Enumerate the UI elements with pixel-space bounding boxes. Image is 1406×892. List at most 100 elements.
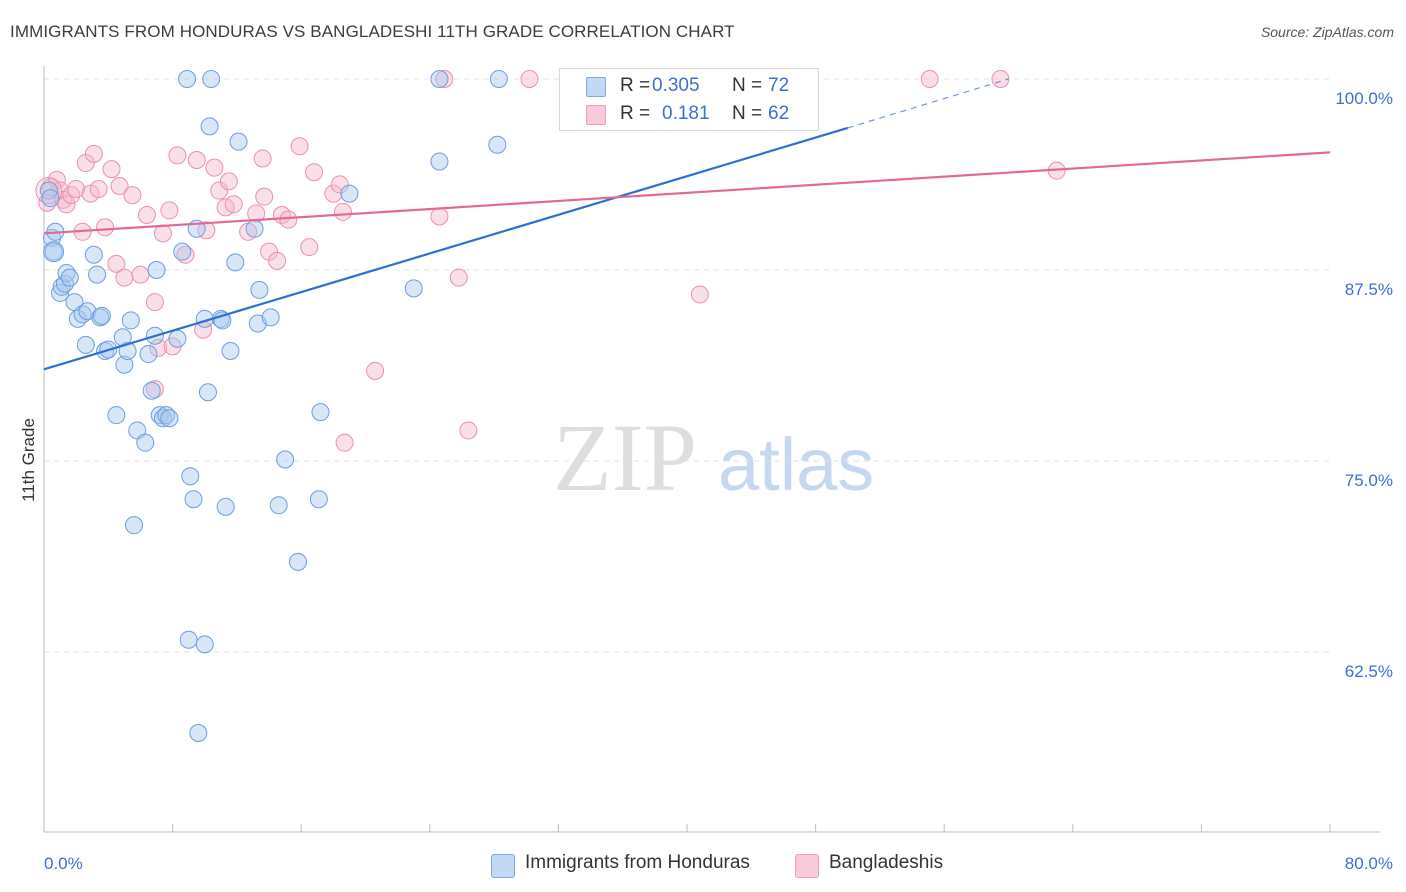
bangladeshis-point xyxy=(107,254,126,273)
honduras-point xyxy=(73,305,92,324)
honduras-point xyxy=(488,135,507,154)
honduras-point xyxy=(269,496,288,515)
honduras-point xyxy=(226,253,245,272)
bangladeshis-point xyxy=(435,70,454,88)
honduras-trend-line xyxy=(43,126,849,371)
bangladeshis-point xyxy=(324,184,343,203)
bangladeshis-point xyxy=(290,137,309,156)
bangladeshis-point xyxy=(84,144,103,163)
stats-legend: R = 0.305 N = 72 R = 0.181 N = 62 xyxy=(559,68,819,131)
bangladeshis-point xyxy=(247,204,266,223)
axes xyxy=(43,66,1380,833)
bangladeshis-point xyxy=(131,265,150,284)
honduras-legend-swatch xyxy=(491,854,515,878)
bangladeshis-point xyxy=(224,195,243,214)
honduras-point xyxy=(276,450,295,469)
bangladeshis-point xyxy=(62,186,81,205)
honduras-point xyxy=(229,132,248,151)
honduras-point xyxy=(150,406,169,425)
series-legend: Immigrants from Honduras Bangladeshis xyxy=(0,852,1406,878)
honduras-point xyxy=(41,189,60,208)
honduras-point xyxy=(51,283,70,302)
honduras-point xyxy=(250,280,269,299)
bangladeshis-point xyxy=(330,175,349,194)
honduras-point xyxy=(288,552,307,571)
r-label: R = xyxy=(620,75,651,96)
honduras-point xyxy=(202,70,221,88)
chart-title: IMMIGRANTS FROM HONDURAS VS BANGLADESHI … xyxy=(10,22,735,41)
honduras-point xyxy=(184,490,203,509)
bangladeshis-point xyxy=(96,218,115,237)
watermark-atlas: atlas xyxy=(718,423,874,506)
bangladeshis-point xyxy=(300,238,319,257)
bangladeshis-point xyxy=(205,158,224,177)
honduras-point xyxy=(147,261,166,279)
honduras-point xyxy=(489,70,508,88)
bangladeshis-point xyxy=(333,202,352,221)
bangladeshis-point xyxy=(145,293,164,312)
bangladeshis-point xyxy=(89,180,108,199)
bangladeshis-point xyxy=(253,149,272,168)
honduras-point xyxy=(153,409,172,428)
honduras-cluster-point xyxy=(43,241,65,263)
honduras-point xyxy=(195,635,214,654)
x-tick-label: 80.0% xyxy=(1345,854,1393,873)
bangladeshis-point xyxy=(168,146,187,165)
honduras-point xyxy=(340,184,359,203)
bangladeshis-point xyxy=(197,221,216,240)
tick-labels: 62.5% 75.0% 87.5% 100.0% 0.0% 80.0% xyxy=(44,89,1393,873)
bangladeshis-point xyxy=(137,205,156,224)
legend-label-honduras: Immigrants from Honduras xyxy=(525,852,750,873)
honduras-point xyxy=(311,403,330,422)
bangladeshis-point xyxy=(255,187,274,206)
bangladeshis-swatch xyxy=(586,105,606,125)
bangladeshis-point xyxy=(210,181,229,200)
honduras-point xyxy=(84,245,103,264)
honduras-point xyxy=(404,279,423,298)
source-label: Source: ZipAtlas.com xyxy=(1260,24,1394,40)
bangladeshis-legend-swatch xyxy=(795,854,819,878)
honduras-point xyxy=(430,152,449,171)
bangladeshis-point xyxy=(268,251,287,270)
honduras-point xyxy=(92,306,111,325)
bangladeshis-point xyxy=(123,186,142,205)
honduras-point xyxy=(168,329,187,348)
y-tick-label: 75.0% xyxy=(1345,471,1393,490)
bangladeshis-point xyxy=(187,150,206,169)
n-label: N = xyxy=(732,103,763,124)
grid-lines xyxy=(44,78,1330,653)
honduras-point xyxy=(309,490,328,509)
bangladeshis-point xyxy=(145,380,164,399)
bangladeshis-point xyxy=(430,207,449,226)
legend-label-bangladeshis: Bangladeshis xyxy=(829,852,944,873)
bangladeshis-point xyxy=(991,70,1010,88)
honduras-point xyxy=(142,381,161,400)
honduras-swatch xyxy=(586,77,606,97)
trend-lines xyxy=(43,78,1331,371)
honduras-point xyxy=(221,341,240,360)
honduras-point xyxy=(179,630,198,649)
honduras-point xyxy=(245,219,264,238)
honduras-point xyxy=(76,335,95,354)
bangladeshis-point xyxy=(366,361,385,380)
honduras-point xyxy=(139,345,158,364)
honduras-point xyxy=(115,355,134,374)
honduras-point xyxy=(430,70,449,88)
y-tick-label: 62.5% xyxy=(1345,662,1393,681)
honduras-point xyxy=(173,242,192,261)
honduras-point xyxy=(60,268,79,287)
honduras-point xyxy=(216,497,235,516)
honduras-point xyxy=(125,516,144,535)
y-tick-label: 87.5% xyxy=(1345,280,1393,299)
bangladeshis-point xyxy=(520,70,539,88)
bangladeshis-point xyxy=(67,180,86,199)
n-value: 62 xyxy=(768,103,790,124)
x-tick-label: 0.0% xyxy=(44,854,83,873)
bangladeshis-point xyxy=(305,163,324,182)
bangladeshis-point xyxy=(115,268,134,287)
r-value: 0.181 xyxy=(662,103,710,124)
honduras-point xyxy=(88,265,107,284)
honduras-point xyxy=(178,70,197,88)
bangladeshis-point xyxy=(110,176,129,195)
